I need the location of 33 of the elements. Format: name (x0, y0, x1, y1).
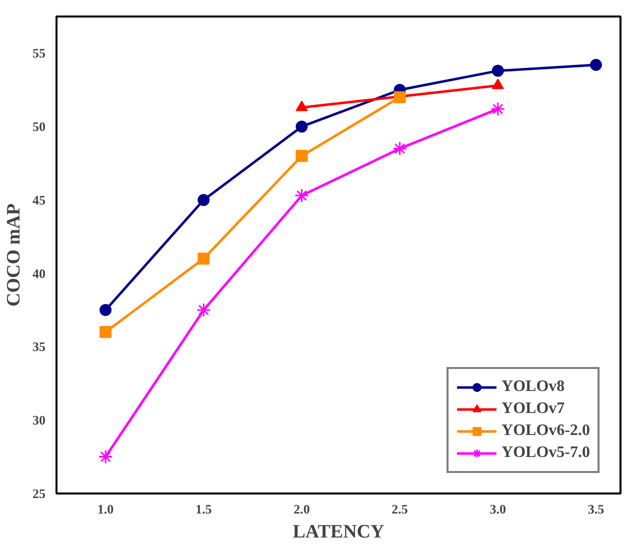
point (392, 141, 408, 156)
point (490, 102, 506, 116)
legend-label: YOLOv5-7.0 (502, 444, 590, 462)
point (100, 304, 112, 316)
legend-label: YOLOv8 (502, 378, 565, 396)
point (296, 150, 308, 162)
x-tick-label: 1.0 (97, 502, 114, 516)
x-tick-label: 3.5 (588, 502, 605, 516)
point (590, 58, 602, 71)
point (98, 450, 113, 464)
point (492, 64, 504, 77)
y-tick-label: 25 (32, 486, 46, 501)
point (196, 302, 211, 318)
x-tick-label: 2.0 (294, 502, 310, 516)
x-tick-label: 2.5 (392, 502, 408, 516)
y-tick-label: 30 (32, 412, 46, 428)
point (296, 120, 308, 133)
x-tick-label: 3.0 (490, 502, 506, 516)
y-tick-label: 50 (32, 119, 46, 134)
legend-label: YOLOv6-2.0 (502, 422, 590, 440)
legend-label: YOLOv7 (502, 400, 565, 418)
point (394, 91, 406, 104)
x-tick-label: 1.5 (196, 502, 212, 516)
point (198, 194, 210, 206)
point (198, 252, 210, 265)
y-tick-label: 55 (32, 46, 46, 61)
y-tick-label: 40 (32, 266, 46, 281)
x-axis-title: LATENCY (292, 522, 385, 542)
y-tick-label: 45 (32, 192, 46, 208)
point (294, 188, 309, 203)
y-tick-label: 35 (32, 339, 46, 354)
point (100, 326, 112, 338)
y-axis-title: COCO mAP (4, 203, 24, 306)
